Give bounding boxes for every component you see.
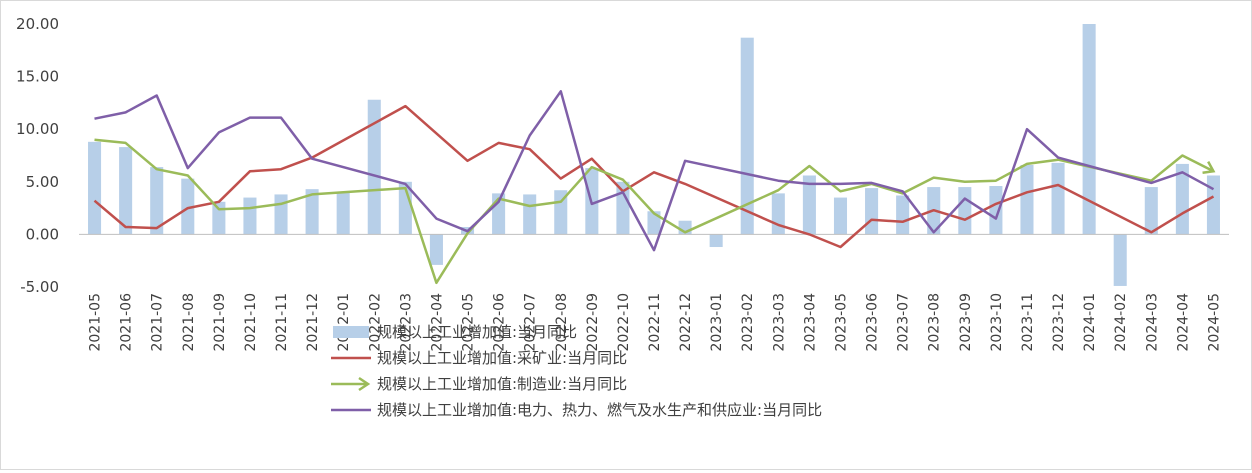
bar-2021-09 <box>212 201 226 235</box>
y-tick-label: 20.00 <box>16 15 59 33</box>
x-tick-label: 2022-02 <box>367 293 383 352</box>
x-tick-label: 2022-10 <box>616 293 632 352</box>
bar-2021-08 <box>181 178 195 235</box>
legend-item-manufacturing: 规模以上工业增加值:制造业:当月同比 <box>331 371 822 397</box>
x-tick-label: 2022-06 <box>492 293 508 352</box>
x-tick-label: 2023-04 <box>802 293 818 352</box>
bar-2023-12 <box>1051 162 1065 235</box>
x-tick-label: 2023-11 <box>1020 293 1036 352</box>
bar-2021-10 <box>243 197 257 235</box>
x-tick-label: 2023-09 <box>958 293 974 352</box>
y-tick-label: 5.00 <box>26 173 59 191</box>
x-tick-label: 2023-06 <box>865 293 881 352</box>
x-tick-label: 2024-05 <box>1206 293 1222 352</box>
chart-legend: 规模以上工业增加值:当月同比 规模以上工业增加值:采矿业:当月同比 规模以上工业… <box>331 319 822 423</box>
bar-2023-02 <box>740 37 754 235</box>
legend-swatch-mining <box>331 356 371 360</box>
legend-swatch-utilities <box>331 408 371 412</box>
y-tick-label: 15.00 <box>16 68 59 86</box>
x-tick-label: 2022-07 <box>523 293 539 352</box>
bar-2023-11 <box>1020 164 1034 235</box>
series-arrowhead <box>1202 161 1216 174</box>
bar-2024-05 <box>1206 175 1220 235</box>
x-tick-label: 2022-08 <box>554 293 570 352</box>
bar-2023-10 <box>989 186 1003 235</box>
bar-2023-01 <box>709 234 723 248</box>
x-tick-label: 2021-05 <box>88 293 104 352</box>
x-tick-label: 2021-07 <box>150 293 166 352</box>
x-tick-label: 2022-09 <box>585 293 601 352</box>
x-tick-label: 2022-12 <box>678 293 694 352</box>
x-tick-label: 2024-02 <box>1113 293 1129 352</box>
legend-label-manufacturing: 规模以上工业增加值:制造业:当月同比 <box>377 375 628 393</box>
bar-2021-07 <box>150 167 164 235</box>
bar-2023-09 <box>958 187 972 235</box>
x-tick-label: 2021-06 <box>119 293 135 352</box>
bar-2021-11 <box>274 194 288 235</box>
bar-2023-07 <box>896 195 910 235</box>
x-tick-label: 2024-03 <box>1144 293 1160 352</box>
legend-item-utilities: 规模以上工业增加值:电力、热力、燃气及水生产和供应业:当月同比 <box>331 397 822 423</box>
x-tick-label: 2022-04 <box>429 293 445 352</box>
legend-label-mining: 规模以上工业增加值:采矿业:当月同比 <box>377 349 628 367</box>
x-tick-label: 2024-01 <box>1082 293 1098 352</box>
bar-2022-01 <box>336 192 350 235</box>
x-tick-label: 2022-03 <box>398 293 414 352</box>
x-tick-label: 2022-11 <box>647 293 663 352</box>
bar-2021-06 <box>119 147 133 235</box>
legend-label-total: 规模以上工业增加值:当月同比 <box>377 323 578 341</box>
x-tick-label: 2021-09 <box>212 293 228 352</box>
legend-swatch-manufacturing <box>331 376 371 392</box>
legend-item-total: 规模以上工业增加值:当月同比 <box>331 319 822 345</box>
legend-item-mining: 规模以上工业增加值:采矿业:当月同比 <box>331 345 822 371</box>
bar-2023-04 <box>802 175 816 235</box>
series-line-3 <box>94 90 1215 252</box>
x-tick-label: 2022-05 <box>461 293 477 352</box>
bar-2021-05 <box>88 141 102 235</box>
x-tick-label: 2023-08 <box>927 293 943 352</box>
bar-2023-06 <box>865 188 879 235</box>
y-tick-label: -5.00 <box>20 278 59 296</box>
bar-2024-01 <box>1082 24 1096 235</box>
x-tick-label: 2023-02 <box>740 293 756 352</box>
x-tick-label: 2021-10 <box>243 293 259 352</box>
x-tick-label: 2023-03 <box>771 293 787 352</box>
x-tick-label: 2024-04 <box>1175 293 1191 352</box>
x-tick-label: 2023-01 <box>709 293 725 352</box>
x-tick-label: 2021-12 <box>305 293 321 352</box>
x-tick-label: 2023-05 <box>833 293 849 352</box>
x-tick-label: 2023-10 <box>989 293 1005 352</box>
y-tick-label: 10.00 <box>16 120 59 138</box>
x-tick-label: 2021-08 <box>181 293 197 352</box>
series-line-2 <box>94 138 1215 285</box>
bar-2022-02 <box>367 99 381 235</box>
bar-2022-04 <box>429 234 443 265</box>
bar-2024-02 <box>1113 234 1127 286</box>
x-tick-label: 2021-11 <box>274 293 290 352</box>
bar-2024-03 <box>1144 187 1158 235</box>
y-tick-label: 0.00 <box>26 225 59 243</box>
bar-2023-05 <box>833 197 848 235</box>
x-tick-label: 2023-07 <box>896 293 912 352</box>
x-tick-label: 2023-12 <box>1051 293 1067 352</box>
bar-2022-10 <box>616 181 630 235</box>
bar-2023-03 <box>771 193 785 235</box>
legend-label-utilities: 规模以上工业增加值:电力、热力、燃气及水生产和供应业:当月同比 <box>377 401 823 419</box>
bar-2022-07 <box>523 194 537 235</box>
bar-2021-12 <box>305 189 319 235</box>
legend-swatch-bar <box>333 326 369 338</box>
bar-2022-11 <box>647 211 661 235</box>
